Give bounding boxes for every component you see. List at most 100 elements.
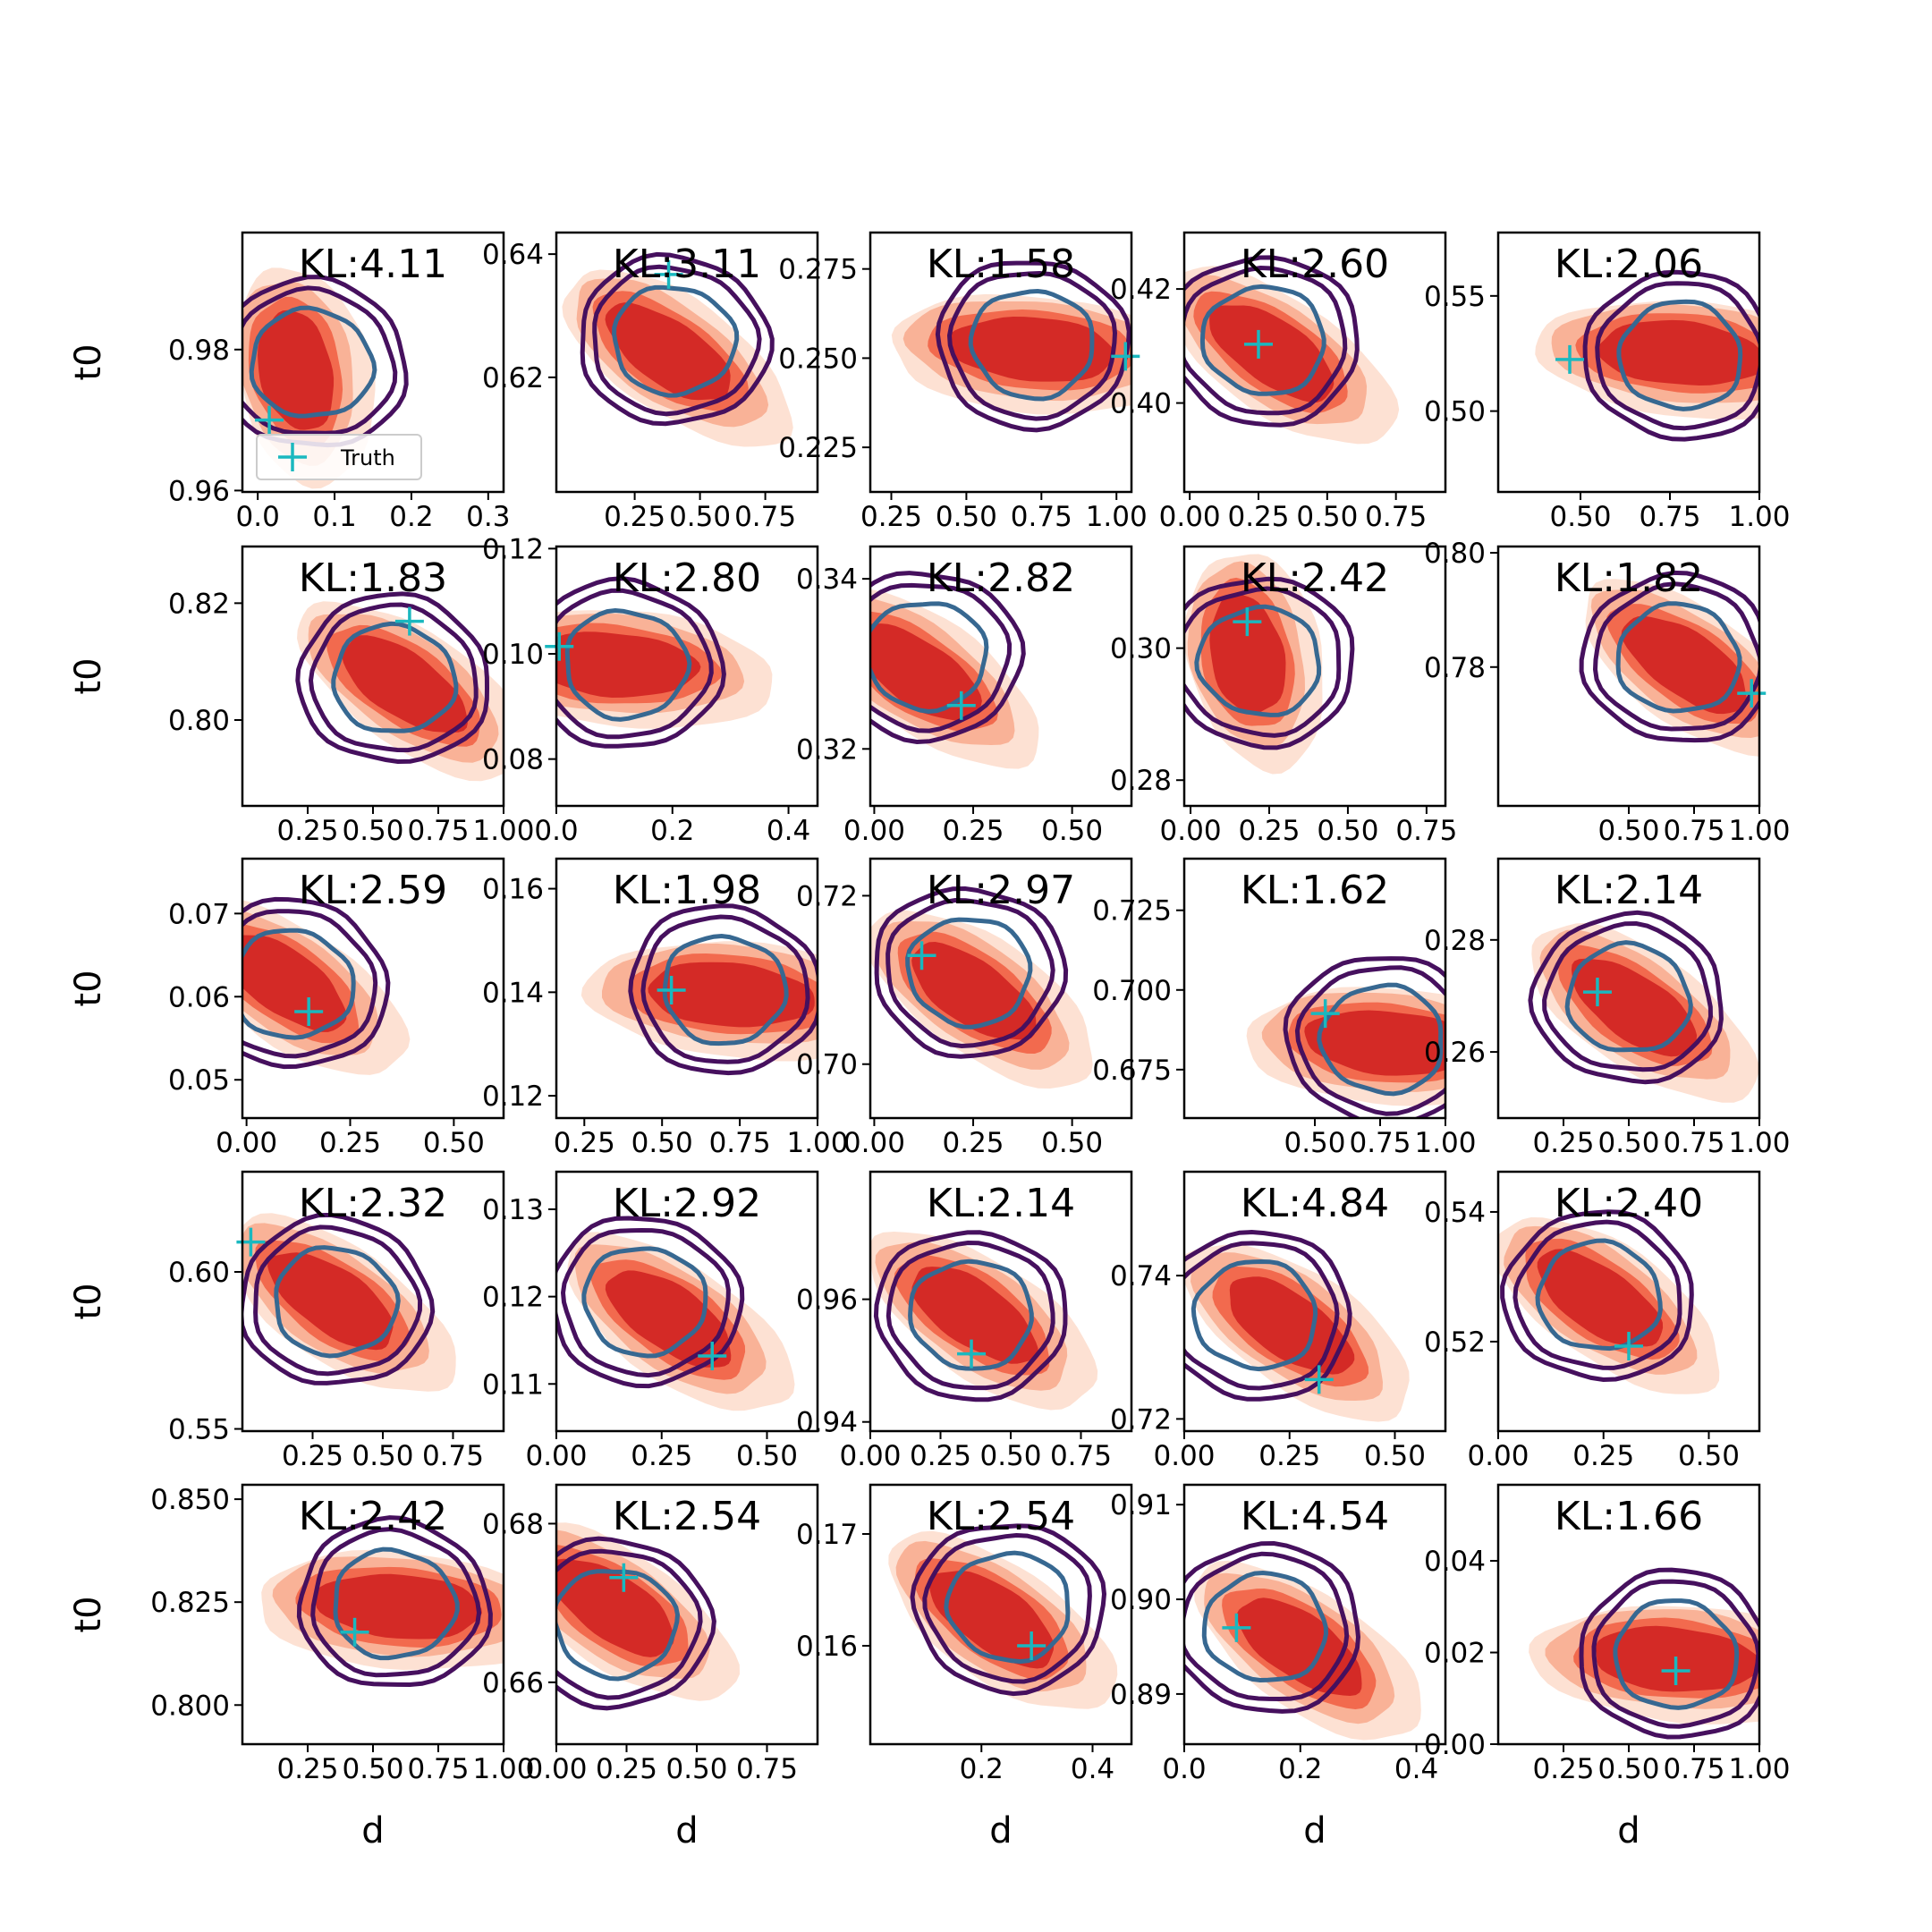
y-tick-label: 0.17 (796, 1519, 858, 1551)
contour-outer (1500, 1209, 1694, 1383)
y-tick-label: 0.62 (482, 362, 544, 394)
x-tick-label: 0.25 (1532, 1753, 1594, 1785)
plot-area (870, 571, 1039, 769)
x-tick-label: 0.25 (1238, 815, 1300, 847)
contour-inner (1194, 604, 1322, 717)
y-tick-label: 0.72 (1110, 1403, 1172, 1436)
x-axis-label: d (675, 1810, 698, 1852)
contour-middle (1184, 265, 1348, 416)
x-tick-label: 0.25 (943, 815, 1004, 847)
plot-area (556, 1522, 740, 1711)
truth-marker (1304, 1365, 1334, 1394)
subplot-4: 0.00 0.25 0.50 0.75 0.40 0.42 KL:2.60 (1110, 231, 1447, 533)
contour-inner (1564, 940, 1693, 1053)
contour-middle (560, 1227, 731, 1378)
x-tick-label: 0.75 (1365, 501, 1427, 533)
x-tick-label: 1.00 (1414, 1127, 1476, 1159)
truth-marker (907, 941, 936, 970)
x-tick-label: 0.50 (936, 501, 997, 533)
y-tick-label: 0.66 (482, 1667, 544, 1699)
posterior-level-4 (1229, 1276, 1355, 1375)
contour-inner (249, 305, 377, 419)
x-tick-label: 0.2 (389, 501, 433, 533)
subplot-title: KL:2.14 (927, 1181, 1075, 1226)
y-tick-label: 0.08 (482, 744, 544, 776)
contour-middle (870, 582, 1013, 733)
posterior-level-4 (242, 935, 347, 1032)
y-tick-label: 0.50 (1424, 396, 1486, 428)
y-tick-label: 0.96 (796, 1284, 858, 1317)
y-tick-label: 0.54 (1424, 1197, 1486, 1229)
legend-label: Truth (340, 445, 395, 470)
posterior-level-4 (1209, 593, 1286, 715)
contour-inner (968, 288, 1095, 402)
x-tick-label: 0.75 (1663, 1753, 1724, 1785)
x-tick-label: 0.25 (943, 1127, 1004, 1159)
contour-outer (556, 1536, 716, 1711)
subplot-13: 0.00 0.25 0.50 0.70 0.72 KL:2.97 (796, 857, 1133, 1159)
plot-area (295, 591, 504, 782)
plot-area (242, 1212, 456, 1392)
axes-frame (555, 1483, 819, 1746)
subplot-8: 0.00 0.25 0.50 0.32 0.34 KL:2.82 (796, 545, 1133, 847)
posterior-level-4 (258, 309, 335, 430)
x-tick-label: 0.00 (216, 1127, 277, 1159)
x-tick-label: 0.3 (466, 501, 510, 533)
subplot-title: KL:1.83 (299, 555, 447, 601)
x-tick-label: 0.50 (1296, 501, 1358, 533)
x-tick-label: 0.4 (767, 815, 810, 847)
axes-frame (555, 1170, 819, 1433)
posterior-level-4 (556, 631, 701, 698)
y-tick-label: 0.05 (168, 1064, 230, 1097)
subplot-15: 0.25 0.50 0.75 1.00 0.26 0.28 KL:2.14 (1424, 857, 1791, 1159)
subplot-21: 0.25 0.50 0.75 1.00 0.800 0.825 0.850 KL:2.42 t0… (68, 1483, 535, 1852)
posterior-level-4 (556, 1558, 674, 1657)
y-tick-label: 0.68 (482, 1508, 544, 1540)
plot-area (870, 1230, 1098, 1411)
x-tick-label: 0.50 (1597, 815, 1659, 847)
x-tick-label: 1.00 (472, 815, 534, 847)
y-tick-label: 0.72 (796, 880, 858, 912)
x-tick-label: 0.25 (554, 1127, 615, 1159)
subplot-title: KL:1.62 (1241, 868, 1389, 913)
x-tick-label: 0.75 (734, 501, 796, 533)
x-tick-label: 0.75 (1663, 815, 1724, 847)
plot-area (556, 1216, 795, 1411)
subplot-25: 0.25 0.50 0.75 1.00 0.00 0.02 0.04 KL:1.66 d (1424, 1483, 1791, 1852)
x-tick-label: 0.50 (1549, 501, 1611, 533)
contour-middle (556, 1548, 703, 1700)
plot-area (1184, 1540, 1421, 1741)
contour-middle (886, 1240, 1055, 1391)
subplot-16: 0.25 0.50 0.75 0.55 0.60 KL:2.32 t0 (68, 1170, 505, 1472)
truth-marker (1310, 999, 1340, 1029)
truth-marker (1661, 1657, 1690, 1686)
truth-marker (1243, 329, 1273, 359)
y-tick-label: 0.275 (778, 254, 858, 286)
x-tick-label: 0.75 (709, 1127, 771, 1159)
posterior-level-4 (648, 962, 815, 1028)
x-tick-label: 0.50 (1041, 815, 1103, 847)
y-tick-label: 0.10 (482, 639, 544, 671)
contour-middle (242, 285, 398, 436)
x-tick-label: 0.50 (1678, 1440, 1740, 1472)
posterior-level-4 (267, 1252, 394, 1351)
plot-area (1528, 910, 1759, 1103)
y-tick-label: 0.04 (1424, 1546, 1486, 1578)
subplot-title: KL:2.14 (1555, 868, 1703, 913)
x-tick-label: 1.00 (1728, 501, 1790, 533)
truth-marker (1111, 342, 1140, 371)
y-axis-label: t0 (68, 970, 109, 1006)
truth-marker (657, 976, 686, 1005)
axes-frame (1182, 1483, 1447, 1746)
y-tick-label: 0.26 (1424, 1037, 1486, 1069)
x-tick-label: 0.4 (1394, 1753, 1438, 1785)
x-tick-label: 0.75 (1663, 1127, 1724, 1159)
axes-frame (241, 1170, 505, 1433)
x-tick-label: 0.50 (342, 1753, 403, 1785)
x-tick-label: 0.50 (1041, 1127, 1103, 1159)
subplot-9: 0.00 0.25 0.50 0.75 0.28 0.30 KL:2.42 (1110, 545, 1457, 847)
contour-outer (874, 886, 1069, 1059)
contour-inner (1615, 601, 1742, 714)
y-tick-label: 0.16 (482, 874, 544, 906)
contour-middle (640, 914, 810, 1064)
